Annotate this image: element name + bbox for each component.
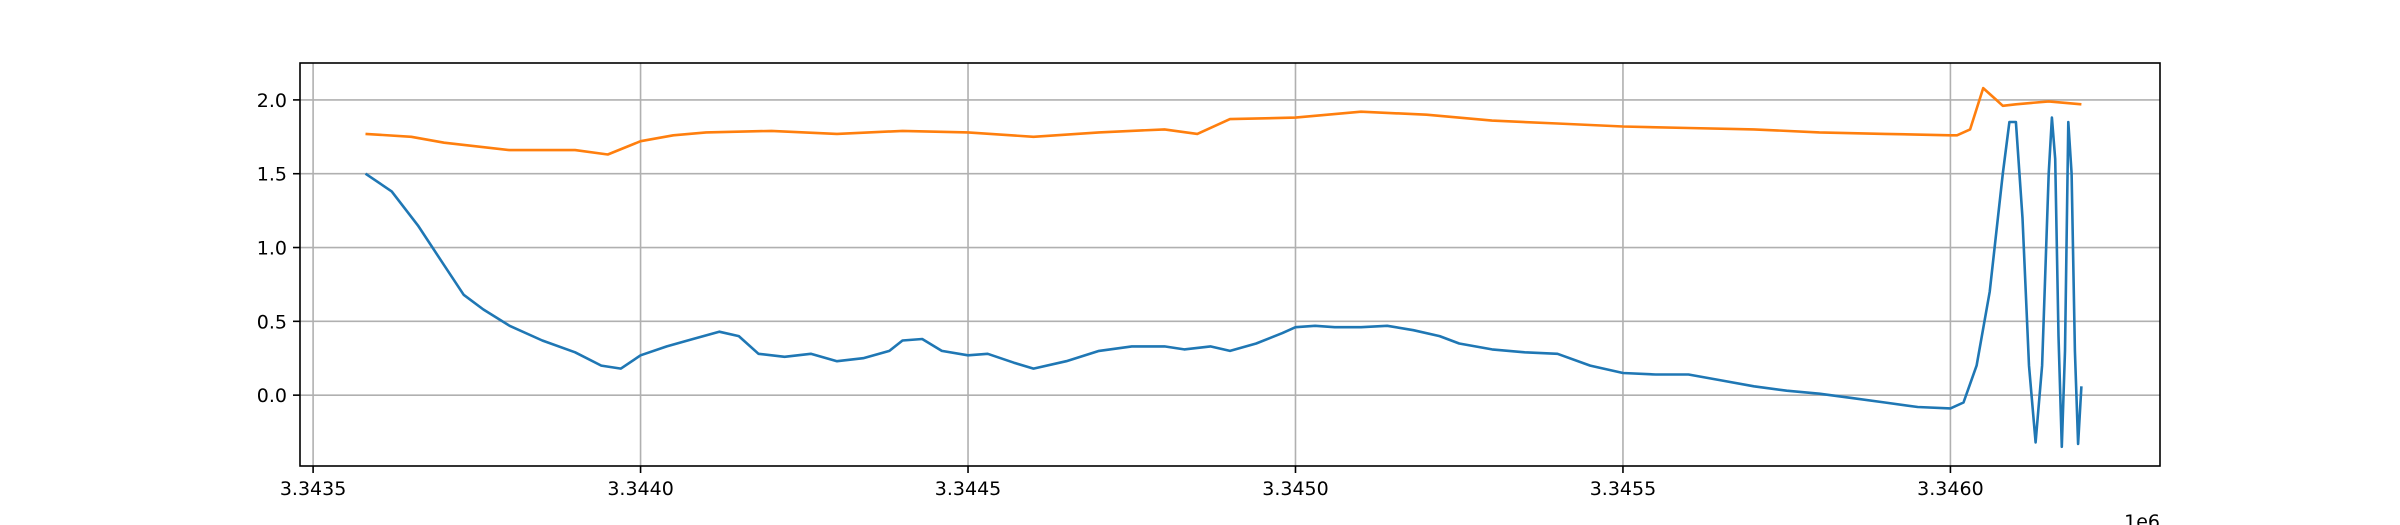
y-tick-label: 1.5 [257,164,287,186]
series-layer [364,86,2083,449]
x-tick-label: 3.3455 [1590,478,1656,500]
x-tick-label: 3.3435 [280,478,346,500]
y-tick-label: 2.0 [257,90,287,112]
series-line-1 [364,116,2083,449]
y-tick-label: 0.5 [257,311,287,333]
y-tick-label: 0.0 [257,385,287,407]
x-tick-label: 3.3460 [1917,478,1983,500]
y-tick-label: 1.0 [257,238,287,260]
axis-ticks: 3.3435 3.3440 3.3445 3.3450 3.3455 3.3460 0.0 0… [257,90,1984,500]
x-tick-label: 3.3450 [1262,478,1328,500]
x-tick-label: 3.3440 [607,478,673,500]
x-axis-offset-label: 1e6 [2124,511,2160,525]
grid-lines [300,63,2160,466]
x-tick-label: 3.3445 [935,478,1001,500]
series-line-2 [365,86,2082,156]
axes-frame [299,62,2161,467]
